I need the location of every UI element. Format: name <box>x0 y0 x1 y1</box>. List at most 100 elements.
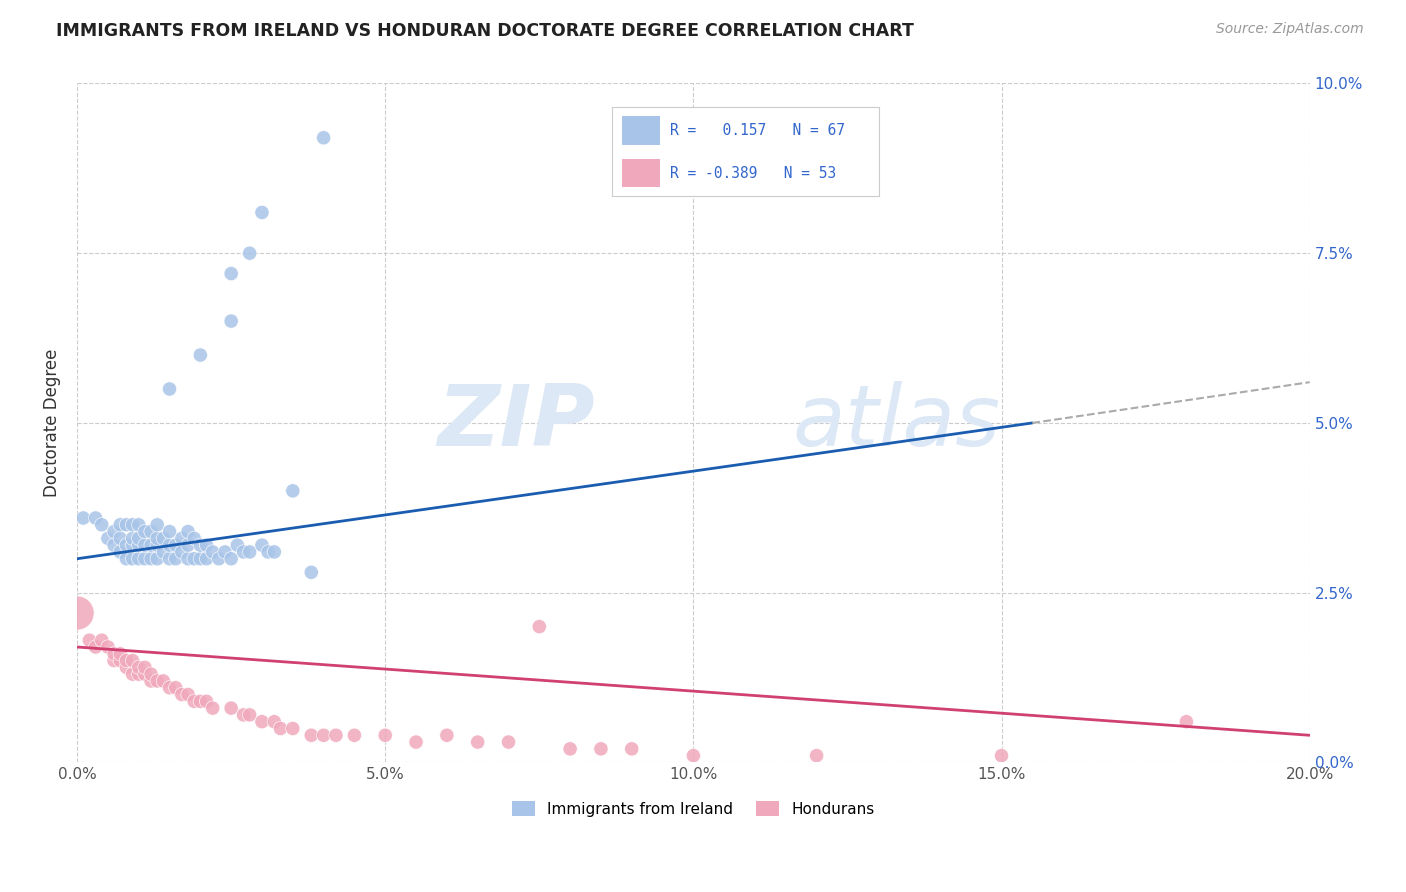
Text: R = -0.389   N = 53: R = -0.389 N = 53 <box>671 166 837 180</box>
Point <box>152 532 174 546</box>
Point <box>115 654 138 668</box>
Point <box>299 728 322 742</box>
Point <box>1175 714 1198 729</box>
Y-axis label: Doctorate Degree: Doctorate Degree <box>44 349 60 497</box>
Point <box>195 551 218 566</box>
Point <box>806 748 828 763</box>
Point <box>170 688 193 702</box>
Point <box>146 673 169 688</box>
Point <box>103 524 125 539</box>
Point <box>146 538 169 552</box>
Point <box>128 660 150 674</box>
Point <box>232 707 254 722</box>
Text: Source: ZipAtlas.com: Source: ZipAtlas.com <box>1216 22 1364 37</box>
Point <box>219 314 242 328</box>
Point <box>498 735 520 749</box>
Point <box>250 205 273 219</box>
Point <box>183 694 205 708</box>
Point <box>165 538 187 552</box>
Bar <box>623 159 659 187</box>
Point <box>405 735 427 749</box>
Point <box>90 517 112 532</box>
Point <box>146 532 169 546</box>
Point <box>110 532 132 546</box>
Point <box>250 538 273 552</box>
Point <box>115 660 138 674</box>
Point <box>312 728 335 742</box>
Point <box>139 673 162 688</box>
Point <box>170 532 193 546</box>
Point <box>121 538 143 552</box>
Point <box>115 551 138 566</box>
Point <box>115 517 138 532</box>
Point <box>110 647 132 661</box>
Point <box>188 694 211 708</box>
Point <box>97 532 120 546</box>
Point <box>121 654 143 668</box>
Point <box>343 728 366 742</box>
Point <box>159 551 181 566</box>
Point <box>84 640 107 654</box>
Point <box>139 538 162 552</box>
Point <box>146 517 169 532</box>
Point <box>177 524 200 539</box>
Point <box>97 640 120 654</box>
Point <box>239 545 262 559</box>
Point <box>195 694 218 708</box>
Point <box>159 382 181 396</box>
Point <box>66 606 89 620</box>
Point <box>128 551 150 566</box>
Point <box>103 654 125 668</box>
Point <box>134 667 156 681</box>
Point <box>219 701 242 715</box>
Legend: Immigrants from Ireland, Hondurans: Immigrants from Ireland, Hondurans <box>506 795 880 822</box>
Point <box>269 722 291 736</box>
Point <box>84 511 107 525</box>
Point <box>201 701 224 715</box>
Point <box>139 524 162 539</box>
Text: atlas: atlas <box>792 382 1000 465</box>
Point <box>239 246 262 260</box>
Point <box>177 538 200 552</box>
Point <box>226 538 249 552</box>
Point <box>219 551 242 566</box>
Point <box>128 517 150 532</box>
Point <box>128 532 150 546</box>
Point <box>201 545 224 559</box>
Point <box>103 647 125 661</box>
Point <box>134 524 156 539</box>
Point <box>165 681 187 695</box>
Point <box>239 707 262 722</box>
Point <box>374 728 396 742</box>
Point <box>103 538 125 552</box>
Point <box>219 267 242 281</box>
Point <box>682 748 704 763</box>
Text: R =   0.157   N = 67: R = 0.157 N = 67 <box>671 123 845 137</box>
Point <box>139 667 162 681</box>
Point <box>208 551 231 566</box>
Point <box>325 728 347 742</box>
Point <box>620 742 643 756</box>
Point <box>146 551 169 566</box>
Point <box>152 673 174 688</box>
Point <box>159 524 181 539</box>
Point <box>558 742 581 756</box>
Text: ZIP: ZIP <box>437 382 595 465</box>
Point <box>467 735 489 749</box>
Point <box>121 551 143 566</box>
Point <box>299 566 322 580</box>
Point <box>183 532 205 546</box>
Point <box>79 633 101 648</box>
Point <box>188 538 211 552</box>
Point <box>121 667 143 681</box>
Point <box>177 551 200 566</box>
Point <box>128 667 150 681</box>
Point <box>110 654 132 668</box>
Point <box>152 545 174 559</box>
Point <box>121 532 143 546</box>
Point <box>263 545 285 559</box>
Point <box>990 748 1012 763</box>
Point <box>177 688 200 702</box>
Point <box>134 551 156 566</box>
Point <box>139 551 162 566</box>
